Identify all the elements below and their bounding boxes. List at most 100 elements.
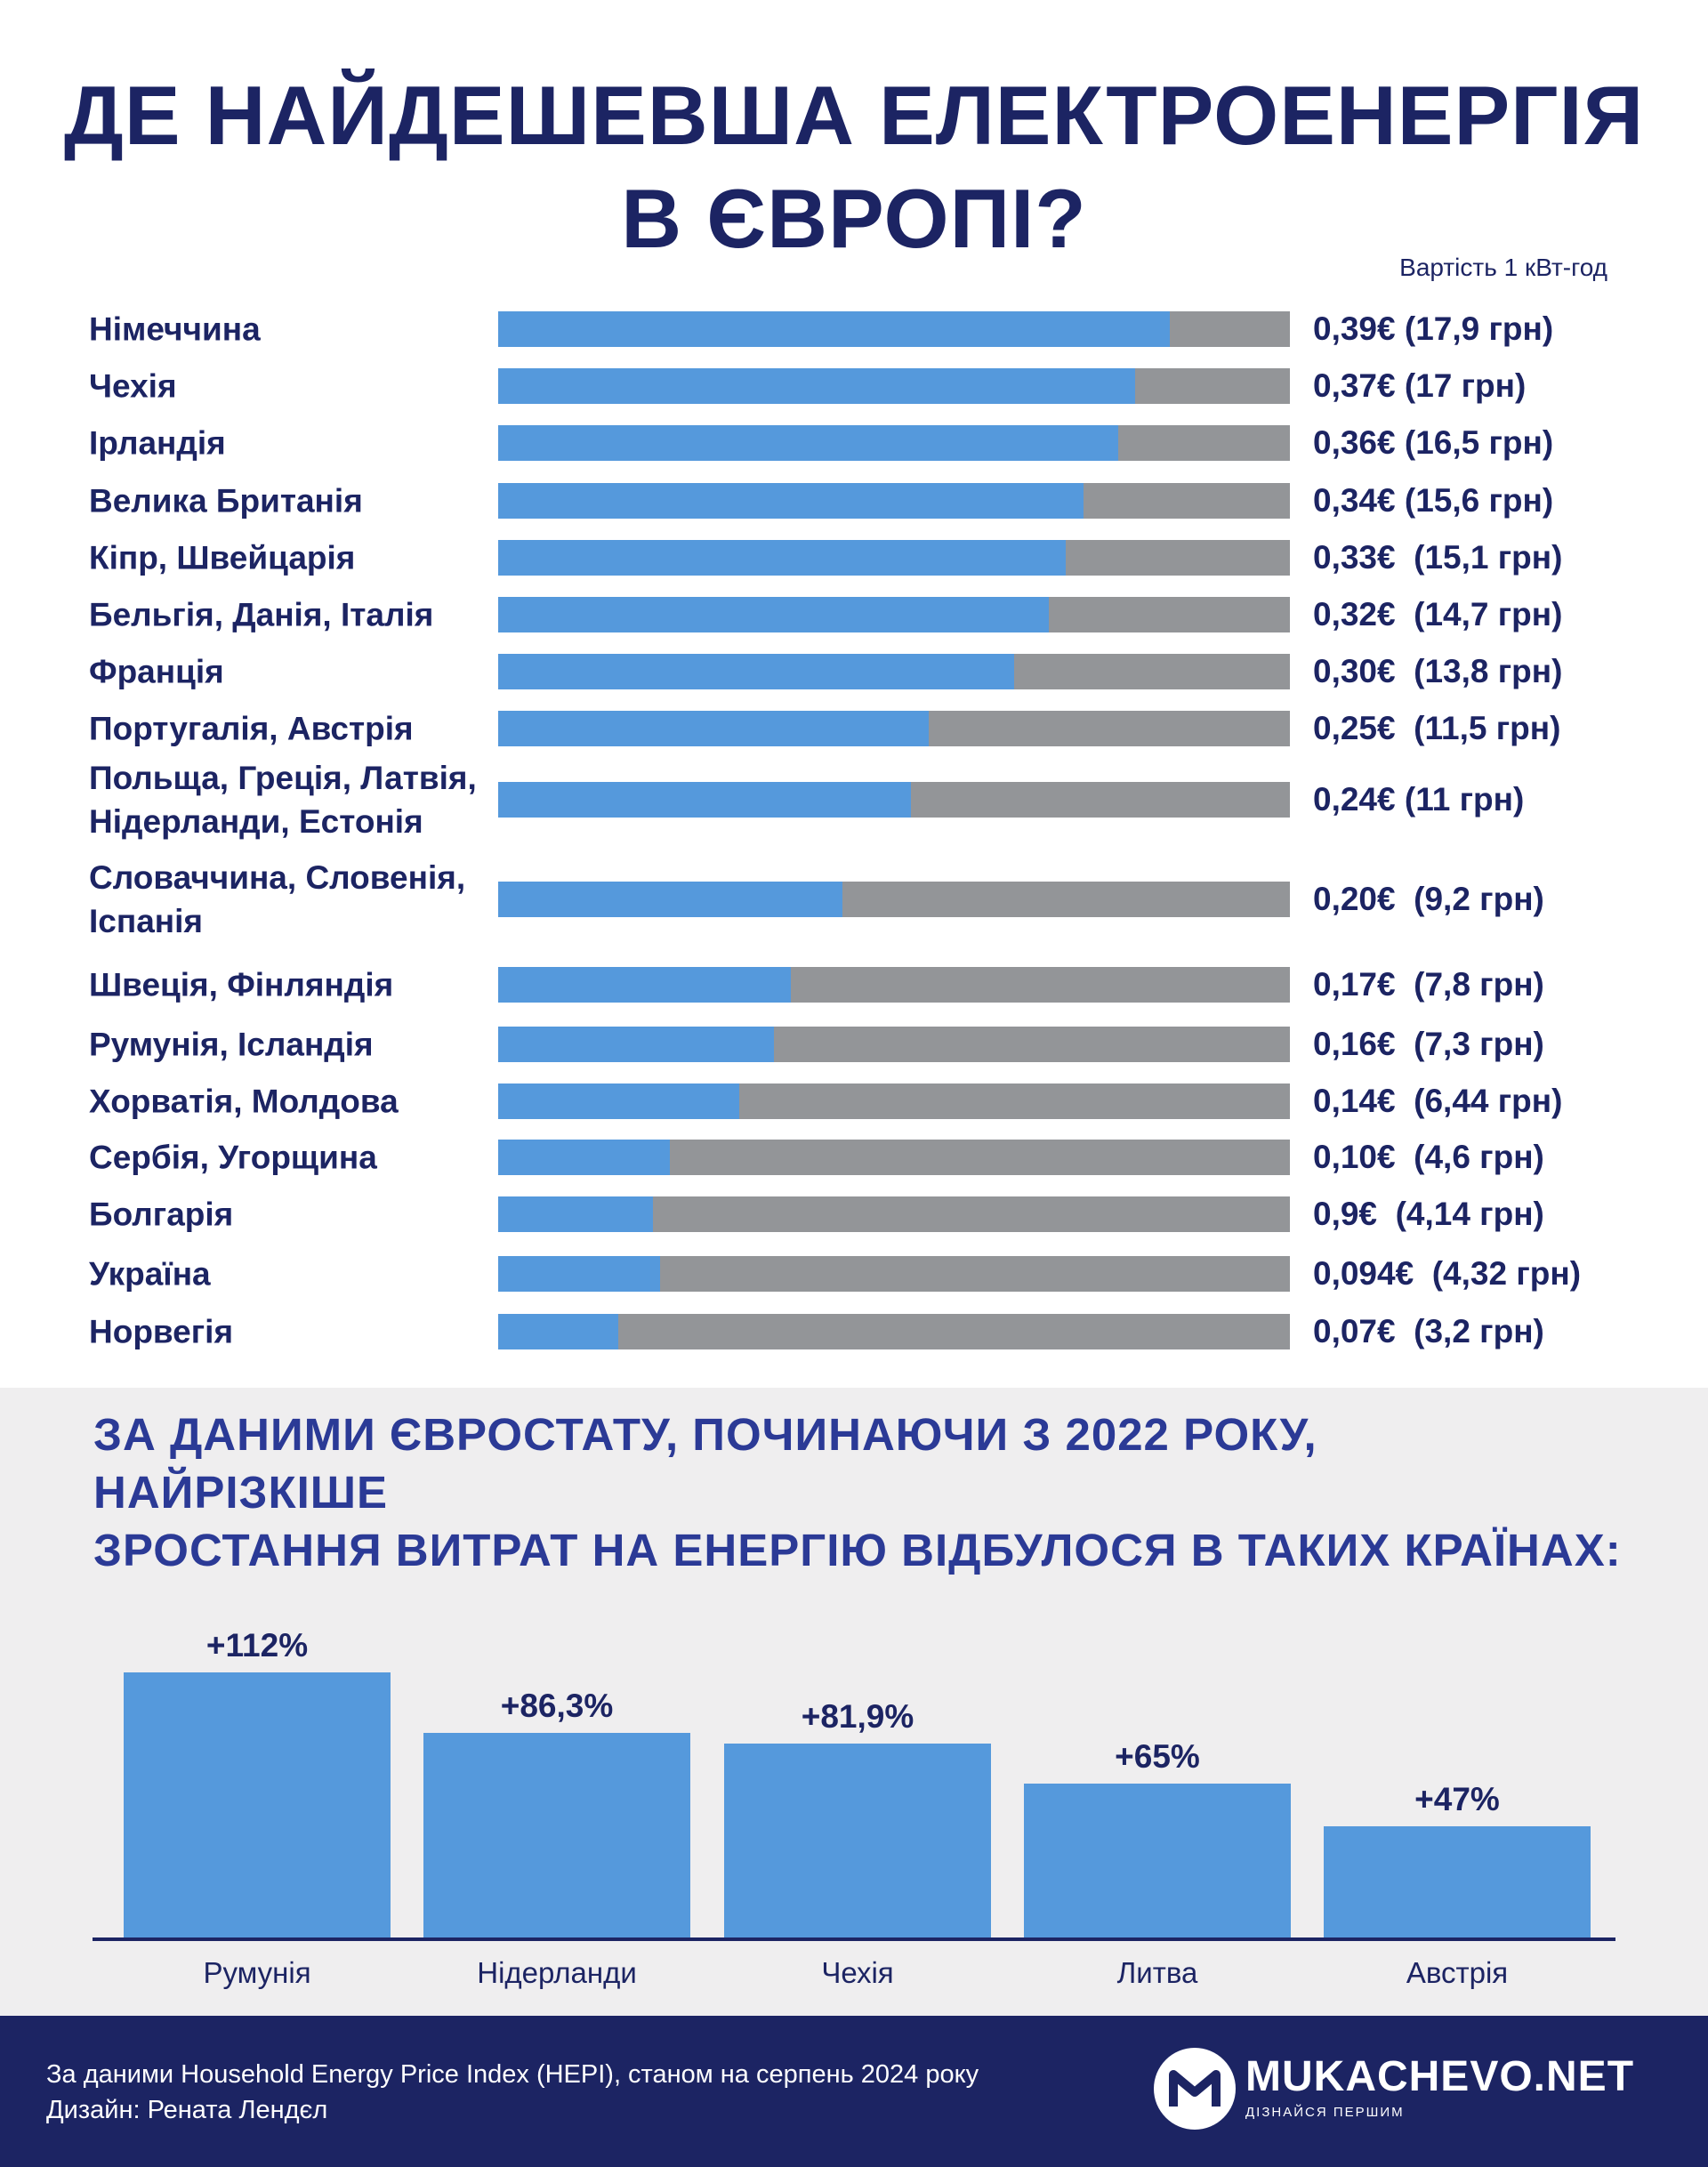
country-label: Болгарія (89, 1196, 234, 1233)
price-bar (498, 425, 1118, 461)
price-value-label: 0,37€ (17 грн) (1313, 367, 1527, 404)
growth-category-label: Чехія (821, 1956, 894, 1989)
price-bar-track (498, 967, 1290, 1003)
price-value-label: 0,34€ (15,6 грн) (1313, 482, 1554, 519)
price-bar (498, 782, 911, 818)
price-bar (498, 311, 1170, 347)
price-bar (498, 483, 1084, 519)
growth-bar (1324, 1826, 1591, 1937)
price-value-label: 0,20€ (9,2 грн) (1313, 881, 1544, 917)
price-bar (498, 1084, 739, 1119)
footer-design: Дизайн: Рената Лендєл (46, 2096, 328, 2124)
growth-title-line-1: ЗА ДАНИМИ ЄВРОСТАТУ, ПОЧИНАЮЧИ З 2022 РО… (93, 1409, 1317, 1518)
title-line-1: ДЕ НАЙДЕШЕВША ЕЛЕКТРОЕНЕРГІЯ (63, 68, 1645, 162)
growth-bar (724, 1744, 991, 1937)
price-bar-track (498, 1256, 1290, 1292)
price-bar (498, 1196, 653, 1232)
title-line-2: В ЄВРОПІ? (621, 172, 1087, 265)
price-bar (498, 654, 1014, 689)
growth-category-label: Нідерланди (477, 1956, 637, 1989)
price-value-label: 0,094€ (4,32 грн) (1313, 1255, 1582, 1292)
country-label: Швеція, Фінляндія (89, 966, 394, 1003)
footer-credits: За даними Household Energy Price Index (… (46, 2057, 979, 2128)
country-label: Україна (89, 1255, 211, 1293)
country-label: Німеччина (89, 310, 261, 348)
growth-title-line-2: ЗРОСТАННЯ ВИТРАТ НА ЕНЕРГІЮ ВІДБУЛОСЯ В … (93, 1525, 1622, 1575)
price-value-label: 0,25€ (11,5 грн) (1313, 710, 1561, 746)
growth-category-label: Литва (1116, 1956, 1198, 1989)
growth-chart-baseline (93, 1937, 1615, 1941)
price-value-label: 0,07€ (3,2 грн) (1313, 1313, 1544, 1349)
price-bar-track (498, 882, 1290, 917)
growth-bar (423, 1733, 690, 1937)
country-label: Хорватія, Молдова (89, 1083, 399, 1120)
country-label: Чехія (89, 367, 177, 405)
growth-category-label: Австрія (1406, 1956, 1509, 1989)
price-bar-track (498, 1027, 1290, 1062)
growth-chart-title: ЗА ДАНИМИ ЄВРОСТАТУ, ПОЧИНАЮЧИ З 2022 РО… (93, 1406, 1623, 1579)
price-bar-track (498, 311, 1290, 347)
price-bar-track (498, 711, 1290, 746)
price-value-label: 0,24€ (11 грн) (1313, 781, 1525, 818)
country-label: Сербія, Угорщина (89, 1139, 377, 1176)
growth-bar-chart: +112% Румунія +86,3% Нідерланди +81,9% Чехія +… (0, 1512, 1708, 2016)
price-value-label: 0,36€ (16,5 грн) (1313, 424, 1554, 461)
price-bar-track (498, 425, 1290, 461)
price-bar (498, 540, 1066, 576)
price-bar (498, 967, 791, 1003)
growth-value-label: +112% (205, 1627, 309, 1664)
price-bar-track (498, 540, 1290, 576)
price-bar (498, 597, 1049, 632)
price-value-label: 0,9€ (4,14 грн) (1313, 1196, 1544, 1232)
price-bar-track (498, 597, 1290, 632)
country-label: Ірландія (89, 424, 226, 462)
price-bar-track (498, 654, 1290, 689)
price-value-label: 0,30€ (13,8 грн) (1313, 653, 1563, 689)
price-value-label: 0,17€ (7,8 грн) (1313, 966, 1544, 1003)
unit-note: Вартість 1 кВт-год (1399, 254, 1607, 281)
country-label: Бельгія, Данія, Італія (89, 596, 434, 633)
country-label: Словаччина, Словенія, Іспанія (89, 859, 466, 939)
country-label: Польща, Греція, Латвія, Нідерланди, Есто… (89, 760, 477, 840)
growth-category-label: Румунія (203, 1956, 311, 1989)
price-bar-track (498, 483, 1290, 519)
footer-source: За даними Household Energy Price Index (… (46, 2060, 979, 2089)
price-bar (498, 1027, 774, 1062)
growth-value-label: +86,3% (500, 1688, 614, 1724)
price-bar (498, 1256, 660, 1292)
country-label: Франція (89, 653, 224, 690)
country-label: Португалія, Австрія (89, 710, 414, 747)
growth-value-label: +65% (1115, 1738, 1200, 1775)
growth-value-label: +47% (1414, 1781, 1500, 1817)
growth-bar (1024, 1784, 1291, 1937)
price-bar-track (498, 782, 1290, 818)
logo-name: MUKACHEVO.NET (1245, 2053, 1635, 2100)
price-value-label: 0,10€ (4,6 грн) (1313, 1139, 1544, 1175)
country-label: Румунія, Ісландія (89, 1026, 374, 1063)
price-bar-track (498, 1314, 1290, 1349)
price-bar (498, 1140, 670, 1175)
country-label: Велика Британія (89, 482, 363, 520)
logo-m-icon (1154, 2048, 1236, 2130)
page-title: ДЕ НАЙДЕШЕВША ЕЛЕКТРОЕНЕРГІЯ В ЄВРОПІ? (0, 64, 1708, 270)
price-bar (498, 1314, 618, 1349)
price-value-label: 0,39€ (17,9 грн) (1313, 310, 1554, 347)
country-label: Кіпр, Швейцарія (89, 539, 356, 576)
price-bar (498, 368, 1135, 404)
price-value-label: 0,33€ (15,1 грн) (1313, 539, 1563, 576)
price-bar-track (498, 368, 1290, 404)
growth-value-label: +81,9% (801, 1698, 914, 1735)
footer: За даними Household Energy Price Index (… (0, 2016, 1708, 2167)
price-bar-track (498, 1084, 1290, 1119)
price-bar (498, 882, 842, 917)
price-bar-track (498, 1140, 1290, 1175)
price-value-label: 0,32€ (14,7 грн) (1313, 596, 1563, 632)
price-bar (498, 711, 929, 746)
logo-tagline: ДІЗНАЙСЯ ПЕРШИМ (1245, 2105, 1405, 2120)
price-bar-track (498, 1196, 1290, 1232)
growth-bar (124, 1672, 391, 1937)
price-value-label: 0,14€ (6,44 грн) (1313, 1083, 1563, 1119)
price-value-label: 0,16€ (7,3 грн) (1313, 1026, 1544, 1062)
price-bar-chart: Німеччина 0,39€ (17,9 грн) Чехія 0,37€ (17 … (89, 310, 1582, 1350)
country-label: Норвегія (89, 1313, 234, 1350)
